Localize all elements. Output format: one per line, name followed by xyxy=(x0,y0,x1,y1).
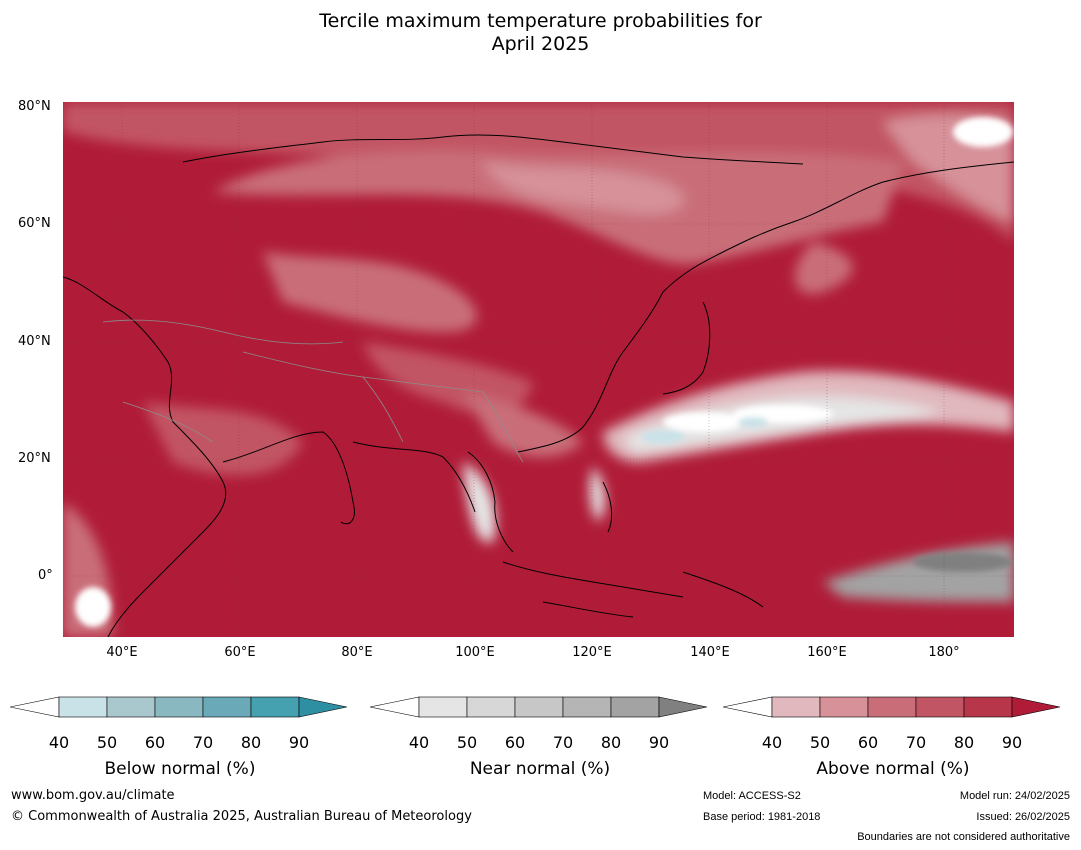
lon-label-180: 180° xyxy=(928,645,960,660)
cbar1-tick-1: 50 xyxy=(456,733,478,752)
cbar1-tick-0: 40 xyxy=(408,733,430,752)
cbar1-seg2 xyxy=(466,696,516,718)
disclaimer-text: Boundaries are not considered authoritat… xyxy=(857,831,1070,843)
colorbar-below-normal-bar xyxy=(10,696,348,718)
cbar2-seg6 xyxy=(1011,696,1061,718)
lon-label-60e: 60°E xyxy=(224,645,256,660)
country-borders xyxy=(102,319,524,463)
map-title-line2: April 2025 xyxy=(491,33,590,55)
cbar2-tick-0: 40 xyxy=(761,733,783,752)
colorbar-above-normal-bar xyxy=(723,696,1061,718)
probability-shading-detail xyxy=(75,117,1013,627)
cbar0-seg2 xyxy=(106,696,156,718)
cbar0-seg4 xyxy=(202,696,252,718)
lat-label-80n: 80°N xyxy=(18,99,51,114)
lon-label-100e: 100°E xyxy=(455,645,495,660)
cbar0-seg3 xyxy=(154,696,204,718)
copyright-text: © Commonwealth of Australia 2025, Austra… xyxy=(11,809,472,824)
cbar2-seg1 xyxy=(771,696,821,718)
model-run-text: Model run: 24/02/2025 xyxy=(959,790,1070,802)
lon-label-120e: 120°E xyxy=(572,645,612,660)
cbar0-seg1 xyxy=(58,696,108,718)
colorbar-near-normal: 40 50 60 70 80 90 Near normal (%) xyxy=(370,690,710,780)
cbar1-seg1 xyxy=(418,696,468,718)
cbar1-tick-5: 90 xyxy=(648,733,670,752)
lat-label-equator: 0° xyxy=(38,568,53,583)
colorbar-below-normal: 40 50 60 70 80 90 Below normal (%) xyxy=(10,690,350,780)
cbar1-seg4 xyxy=(562,696,612,718)
cbar1-tick-2: 60 xyxy=(504,733,526,752)
lat-label-60n: 60°N xyxy=(18,216,51,231)
issued-text: Issued: 26/02/2025 xyxy=(976,811,1070,823)
cbar2-tick-5: 90 xyxy=(1001,733,1023,752)
cbar2-seg4 xyxy=(915,696,965,718)
website-link[interactable]: www.bom.gov.au/climate xyxy=(11,788,175,803)
cbar0-tick-3: 70 xyxy=(192,733,214,752)
colorbar-near-normal-bar xyxy=(370,696,708,718)
cbar0-seg6 xyxy=(298,696,348,718)
cbar1-seg3 xyxy=(514,696,564,718)
graticule xyxy=(63,102,1014,637)
lat-label-20n: 20°N xyxy=(18,451,51,466)
lon-label-140e: 140°E xyxy=(690,645,730,660)
cbar0-tick-1: 50 xyxy=(96,733,118,752)
lon-label-160e: 160°E xyxy=(807,645,847,660)
lon-label-80e: 80°E xyxy=(341,645,373,660)
colorbar-above-normal-title: Above normal (%) xyxy=(816,759,970,779)
cbar2-tick-2: 60 xyxy=(857,733,879,752)
cbar2-seg0 xyxy=(723,696,773,718)
cbar2-tick-4: 80 xyxy=(953,733,975,752)
cbar1-seg6 xyxy=(658,696,708,718)
probability-map[interactable] xyxy=(63,102,1014,637)
cbar1-seg0 xyxy=(370,696,420,718)
lat-label-40n: 40°N xyxy=(18,334,51,349)
base-period-text: Base period: 1981-2018 xyxy=(703,811,821,823)
colorbar-below-normal-title: Below normal (%) xyxy=(104,759,256,779)
cbar1-tick-4: 80 xyxy=(600,733,622,752)
cbar0-tick-2: 60 xyxy=(144,733,166,752)
map-title-line1: Tercile maximum temperature probabilitie… xyxy=(319,10,762,32)
colorbar-near-normal-title: Near normal (%) xyxy=(469,759,611,779)
cbar0-tick-5: 90 xyxy=(288,733,310,752)
cbar1-tick-3: 70 xyxy=(552,733,574,752)
cbar2-seg2 xyxy=(819,696,869,718)
cbar2-tick-3: 70 xyxy=(905,733,927,752)
cbar2-seg3 xyxy=(867,696,917,718)
colorbar-above-normal: 40 50 60 70 80 90 Above normal (%) xyxy=(723,690,1063,780)
model-text: Model: ACCESS-S2 xyxy=(703,790,801,802)
cbar2-seg5 xyxy=(963,696,1013,718)
lon-label-40e: 40°E xyxy=(106,645,138,660)
coastlines xyxy=(63,134,1014,637)
cbar1-seg5 xyxy=(610,696,660,718)
cbar2-tick-1: 50 xyxy=(809,733,831,752)
cbar0-tick-0: 40 xyxy=(48,733,70,752)
cbar0-seg0 xyxy=(10,696,60,718)
cbar0-tick-4: 80 xyxy=(240,733,262,752)
cbar0-seg5 xyxy=(250,696,300,718)
